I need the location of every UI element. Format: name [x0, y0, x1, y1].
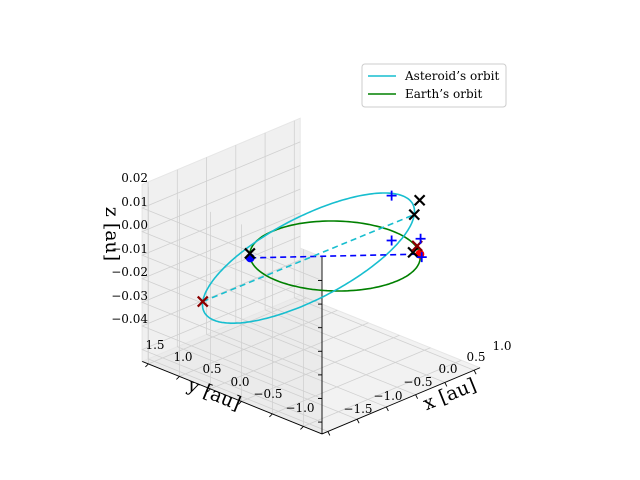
axes-lines [142, 256, 481, 436]
y-axis-line [142, 360, 323, 435]
axes-panes [140, 117, 482, 435]
z-grid-line [141, 283, 323, 423]
y-tick-mark [176, 376, 180, 380]
x-tick-mark [356, 418, 360, 424]
plus-marker [386, 190, 397, 201]
x-tick-label: 1.0 [492, 339, 511, 353]
plus-marker [386, 235, 397, 246]
z-tick-label: 0.02 [121, 171, 148, 185]
x-tick-mark [473, 369, 477, 375]
x-marker [413, 194, 426, 207]
earth-orbit-line [249, 220, 422, 292]
z-axis-label: z [au] [101, 207, 123, 261]
legend: Asteroid’s orbit Earth’s orbit [361, 63, 507, 108]
z-grid-line [141, 188, 323, 329]
x-grid-line [293, 120, 475, 371]
y-tick-labels: 1.5 1.0 0.5 0.0 −0.5 −1.0 [145, 338, 314, 415]
z-tick-label: −0.04 [111, 312, 148, 326]
x-grid-line [206, 157, 387, 408]
y-tick-label: 1.5 [145, 338, 164, 352]
y-tick-mark [207, 388, 211, 393]
x-marker [196, 295, 209, 308]
x-tick-mark [327, 431, 331, 436]
legend-label-earth: Earth’s orbit [405, 87, 482, 101]
z-tick-label: 0.00 [121, 218, 148, 232]
x-tick-mark [385, 406, 389, 412]
x-tick-label: −1.0 [373, 389, 402, 403]
orbit-data [196, 190, 427, 325]
x-marker [407, 246, 419, 259]
legend-frame [361, 63, 507, 108]
x-marker [244, 247, 256, 260]
x-tick-label: 0.5 [466, 350, 485, 364]
dashed-connector-line [202, 213, 415, 303]
z-tick-labels: 0.02 0.01 0.00 −0.01 −0.02 −0.03 −0.04 [111, 171, 148, 326]
x-grid-line [264, 132, 446, 383]
y-tick-mark [145, 363, 149, 368]
plus-marker [415, 233, 426, 244]
dashed-connector-line [250, 253, 420, 259]
x-grid-line [176, 169, 358, 420]
y-tick-label: 0.5 [202, 362, 221, 376]
x-grid-line [235, 145, 416, 396]
z-grid-line [141, 165, 323, 305]
x-tick-labels: −1.5 −1.0 −0.5 0.0 0.5 1.0 [343, 339, 511, 416]
z-tick-label: −0.01 [111, 242, 148, 256]
y-tick-label: −1.0 [285, 401, 314, 415]
y-tick-mark [300, 426, 304, 430]
x-tick-mark [415, 394, 419, 399]
x-tick-label: 0.0 [438, 362, 457, 376]
y-tick-label: −0.5 [253, 387, 282, 401]
x-axis-line [321, 367, 481, 435]
z-tick-label: 0.01 [121, 195, 148, 209]
y-tick-mark [269, 413, 273, 418]
y-tick-label: 0.0 [230, 375, 249, 389]
x-tick-label: −0.5 [403, 375, 432, 389]
z-grid-line [141, 141, 323, 281]
x-tick-label: −1.5 [343, 402, 372, 416]
legend-label-asteroid: Asteroid’s orbit [404, 69, 499, 83]
y-tick-label: 1.0 [173, 350, 192, 364]
y-tick-mark [238, 401, 242, 405]
z-grid-line [141, 259, 323, 399]
z-grid-line [141, 212, 323, 352]
z-tick-label: −0.03 [111, 289, 148, 303]
x-tick-mark [444, 382, 448, 387]
x-marker [408, 208, 421, 221]
plus-marker [416, 252, 427, 263]
z-tick-label: −0.02 [111, 265, 148, 279]
